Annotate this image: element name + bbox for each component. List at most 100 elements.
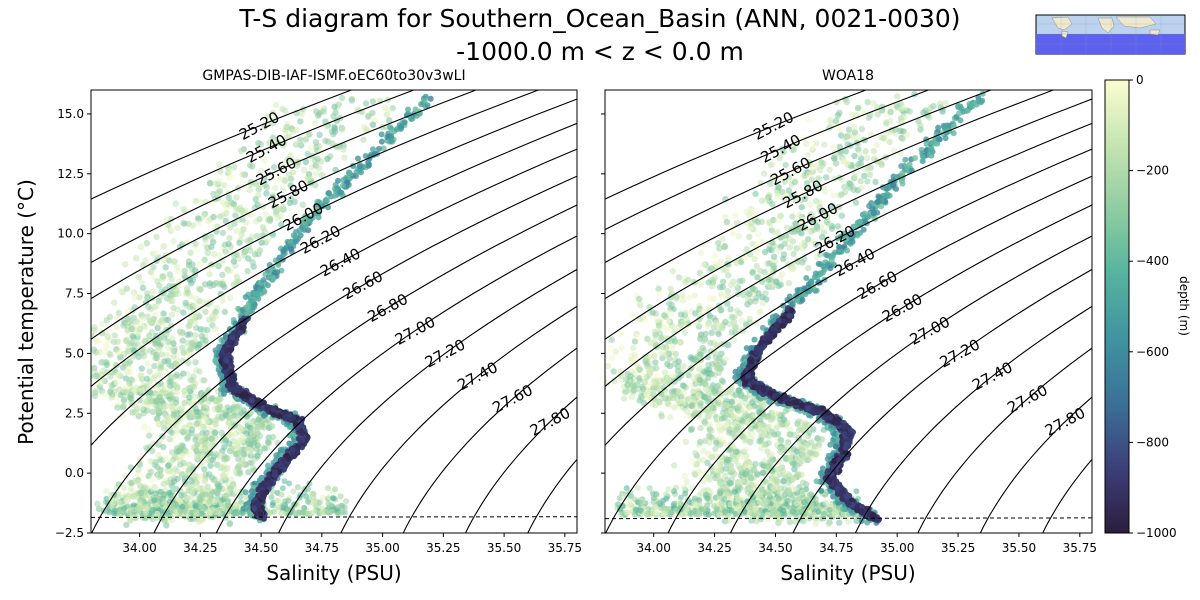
- scatter-point: [341, 154, 348, 161]
- scatter-point: [101, 390, 109, 398]
- scatter-point: [706, 421, 713, 428]
- figure-title-line1: T-S diagram for Southern_Ocean_Basin (AN…: [238, 4, 960, 33]
- scatter-point: [185, 323, 192, 330]
- scatter-point: [272, 184, 279, 192]
- scatter-point: [245, 469, 252, 476]
- contour-28.00: [527, 458, 577, 533]
- scatter-point: [108, 382, 115, 389]
- scatter-point: [193, 420, 200, 427]
- scatter-point: [851, 172, 859, 179]
- scatter-point: [279, 142, 287, 149]
- scatter-point: [700, 478, 707, 485]
- scatter-point: [113, 379, 121, 386]
- scatter-point: [150, 375, 157, 382]
- scatter-point: [226, 485, 233, 491]
- y-tick-label: 7.5: [65, 287, 84, 301]
- scatter-point: [188, 478, 195, 485]
- scatter-point: [246, 162, 254, 169]
- scatter-point: [652, 359, 659, 366]
- scatter-point: [259, 224, 267, 231]
- scatter-point: [325, 485, 331, 492]
- scatter-point: [163, 522, 170, 529]
- scatter-point: [138, 242, 145, 249]
- scatter-point: [265, 216, 272, 224]
- scatter-point: [169, 346, 176, 353]
- scatter-point: [343, 498, 350, 505]
- scatter-point: [228, 445, 235, 452]
- scatter-point: [609, 354, 616, 361]
- scatter-point: [158, 331, 165, 339]
- scatter-point: [138, 279, 146, 286]
- scatter-point: [143, 375, 151, 382]
- scatter-point: [147, 268, 155, 276]
- scatter-point: [704, 353, 711, 361]
- contour-27.00: [215, 235, 577, 533]
- scatter-point: [759, 469, 767, 476]
- scatter-point: [165, 361, 173, 368]
- scatter-point: [235, 449, 242, 457]
- scatter-point: [264, 113, 272, 120]
- scatter-point: [226, 234, 233, 242]
- scatter-point: [766, 246, 773, 253]
- scatter-point: [137, 500, 144, 507]
- scatter-point: [761, 170, 768, 177]
- scatter-point: [233, 385, 240, 392]
- scatter-point: [103, 487, 110, 495]
- scatter-point: [249, 431, 256, 438]
- scatter-point: [162, 264, 169, 271]
- scatter-point: [790, 250, 797, 258]
- scatter-point: [153, 233, 160, 241]
- scatter-point: [235, 416, 242, 423]
- scatter-point: [187, 376, 194, 384]
- scatter-point: [202, 308, 209, 315]
- scatter-point: [194, 412, 202, 420]
- scatter-point: [201, 281, 209, 288]
- scatter-point: [755, 230, 762, 238]
- scatter-point: [168, 403, 175, 410]
- scatter-point: [249, 259, 256, 266]
- scatter-point: [182, 299, 189, 307]
- scatter-point: [196, 261, 203, 268]
- scatter-point: [683, 478, 691, 486]
- scatter-point: [315, 164, 323, 172]
- scatter-point: [222, 456, 229, 463]
- scatter-point: [262, 211, 270, 218]
- scatter-point: [221, 390, 227, 397]
- scatter-point: [251, 251, 259, 258]
- scatter-point: [95, 337, 103, 344]
- scatter-point: [138, 405, 145, 412]
- scatter-point: [194, 483, 201, 491]
- scatter-point: [261, 445, 268, 452]
- y-ticks-model: −2.50.02.55.07.510.012.515.0: [55, 107, 91, 540]
- scatter-point: [185, 258, 193, 265]
- scatter-point: [357, 163, 363, 170]
- scatter-point: [141, 337, 149, 344]
- contour-labels-model: 25.2025.4025.6025.8026.0026.2026.4026.60…: [236, 108, 573, 440]
- scatter-point: [330, 113, 337, 120]
- scatter-point: [307, 144, 315, 152]
- scatter-point: [166, 436, 173, 443]
- scatter-point: [270, 164, 278, 171]
- scatter-point: [181, 411, 188, 419]
- scatter-point: [111, 332, 119, 339]
- scatter-point: [124, 496, 131, 503]
- scatter-point: [123, 337, 130, 344]
- scatter-point: [233, 273, 240, 280]
- scatter-point: [92, 372, 100, 380]
- scatter-point: [142, 509, 149, 516]
- scatter-point: [306, 131, 313, 138]
- scatter-point: [92, 389, 99, 397]
- scatter-point: [685, 371, 692, 379]
- scatter-point: [225, 194, 232, 202]
- scatter-point: [254, 452, 261, 459]
- scatter-point: [213, 450, 220, 458]
- contour-label: 27.00: [392, 313, 438, 349]
- scatter-point: [329, 140, 336, 147]
- scatter-point: [110, 338, 117, 346]
- scatter-point: [197, 199, 205, 206]
- scatter-point: [208, 435, 215, 442]
- scatter-point: [853, 517, 860, 525]
- scatter-point: [153, 303, 160, 310]
- scatter-point: [237, 409, 244, 416]
- scatter-point: [309, 214, 316, 221]
